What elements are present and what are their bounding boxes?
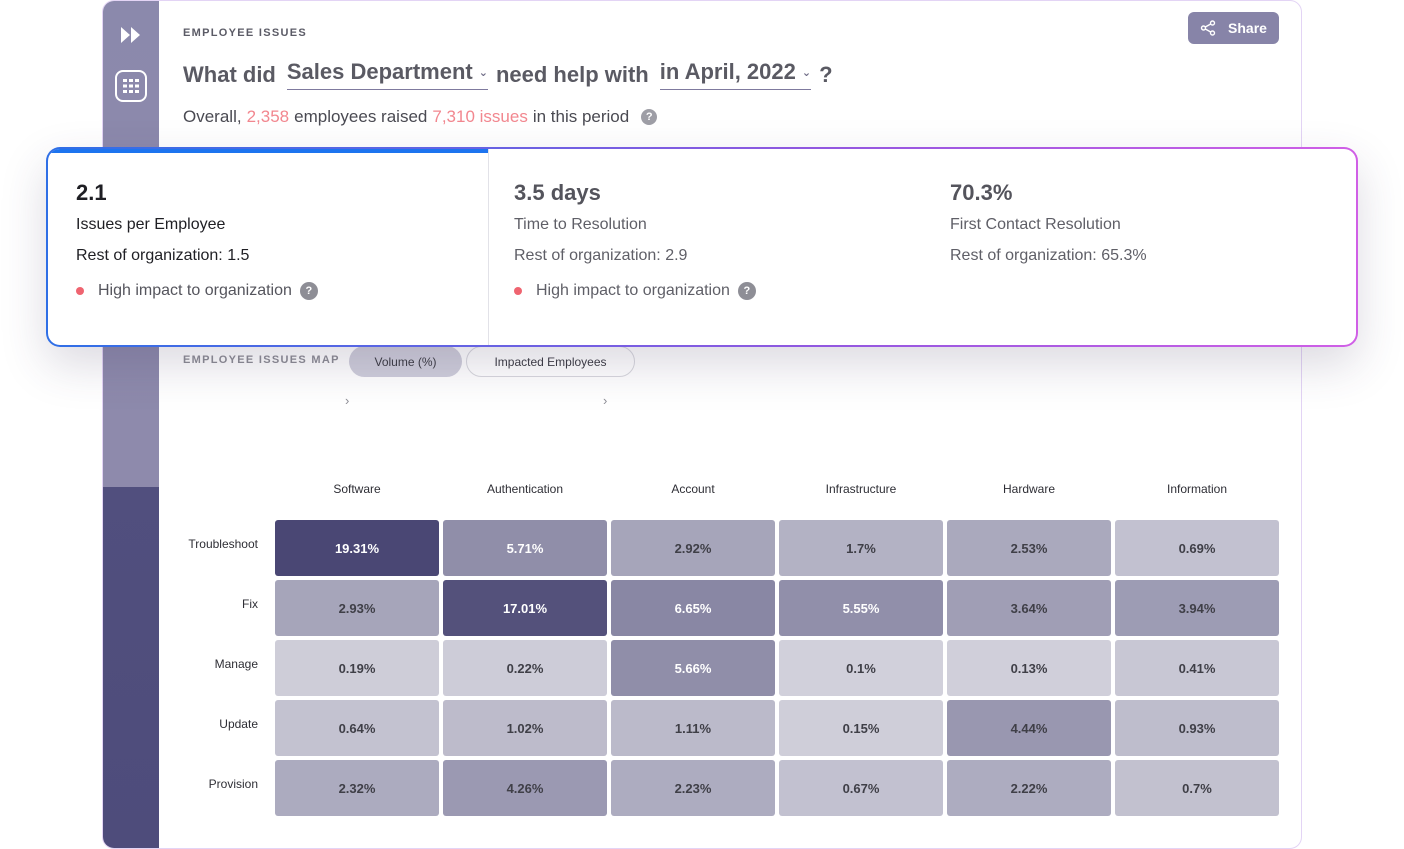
kpi-name: Time to Resolution — [514, 216, 647, 233]
heatmap-row-label: Fix — [242, 597, 258, 611]
kpi-rest-of-org: Rest of organization: 1.5 — [76, 247, 250, 264]
heatmap-cell[interactable]: 5.66% — [611, 640, 775, 696]
heatmap-cell[interactable]: 0.69% — [1115, 520, 1279, 576]
department-dropdown[interactable]: Sales Department ⌄ — [286, 59, 488, 90]
period-dropdown[interactable]: in April, 2022 ⌄ — [659, 59, 812, 90]
kpi-card: 2.1 Issues per Employee Rest of organiza… — [46, 147, 1358, 347]
heatmap-cell[interactable]: 4.44% — [947, 700, 1111, 756]
heatmap-cell[interactable]: 0.67% — [779, 760, 943, 816]
heatmap-cell[interactable]: 2.32% — [275, 760, 439, 816]
main-content: EMPLOYEE ISSUES What did Sales Departmen… — [159, 1, 1301, 848]
heatmap-cell[interactable]: 0.1% — [779, 640, 943, 696]
kpi-name: First Contact Resolution — [950, 216, 1121, 233]
heatmap-row-label: Troubleshoot — [188, 537, 258, 551]
kpi-impact: High impact to organization ? — [76, 282, 318, 300]
kpi-rest-of-org: Rest of organization: 2.9 — [514, 247, 688, 264]
issues-count: 7,310 issues — [432, 107, 528, 126]
heatmap-cell[interactable]: 0.41% — [1115, 640, 1279, 696]
divider — [488, 149, 489, 345]
kpi-value: 3.5 days — [514, 180, 601, 205]
question-middle: need help with — [495, 61, 649, 87]
sidebar — [103, 1, 159, 848]
heatmap-row-label: Provision — [208, 777, 258, 791]
overall-suffix: in this period — [532, 107, 630, 126]
impact-label: High impact to organization — [98, 282, 292, 299]
help-icon[interactable]: ? — [737, 282, 756, 300]
period-value: in April, 2022 — [659, 59, 796, 84]
heatmap-cell[interactable]: 2.23% — [611, 760, 775, 816]
kpi-rest-of-org: Rest of organization: 65.3% — [950, 247, 1147, 264]
overall-summary: Overall, 2,358 employees raised 7,310 is… — [183, 107, 658, 127]
chevron-down-icon: ⌄ — [478, 66, 488, 79]
chevron-right-icon[interactable]: › — [603, 393, 608, 408]
employees-count: 2,358 — [246, 107, 290, 126]
overall-prefix: Overall, — [183, 107, 242, 126]
heatmap-column-label: Software — [333, 482, 381, 496]
heatmap-cell[interactable]: 2.92% — [611, 520, 775, 576]
heatmap-cell[interactable]: 4.26% — [443, 760, 607, 816]
heatmap-cell[interactable]: 0.13% — [947, 640, 1111, 696]
heatmap-cell[interactable]: 6.65% — [611, 580, 775, 636]
heatmap-cell[interactable]: 0.93% — [1115, 700, 1279, 756]
help-icon[interactable]: ? — [641, 109, 658, 125]
heatmap-column-label: Information — [1166, 482, 1228, 496]
heatmap-cell[interactable]: 0.7% — [1115, 760, 1279, 816]
heatmap-cell[interactable]: 1.02% — [443, 700, 607, 756]
chevron-right-icon[interactable]: › — [345, 393, 350, 408]
question-prefix: What did — [183, 61, 276, 87]
heatmap-row-label: Manage — [214, 657, 258, 671]
heatmap-cell[interactable]: 2.53% — [947, 520, 1111, 576]
map-label: EMPLOYEE ISSUES MAP — [183, 354, 340, 366]
heatmap-cell[interactable]: 5.55% — [779, 580, 943, 636]
fast-forward-icon[interactable] — [115, 19, 147, 51]
heatmap-cell[interactable]: 3.94% — [1115, 580, 1279, 636]
heatmap-row-label: Update — [219, 717, 258, 731]
impact-dot-icon — [76, 287, 84, 295]
kpi-value: 2.1 — [76, 180, 107, 205]
heatmap-column-label: Authentication — [486, 482, 564, 496]
impact-dot-icon — [514, 287, 522, 295]
chevron-down-icon: ⌄ — [801, 66, 812, 79]
app-window: EMPLOYEE ISSUES What did Sales Departmen… — [102, 0, 1302, 849]
section-label: EMPLOYEE ISSUES — [183, 27, 308, 39]
heatmap-cell[interactable]: 1.11% — [611, 700, 775, 756]
active-indicator — [48, 149, 488, 153]
toggle-impacted-employees[interactable]: Impacted Employees — [466, 346, 635, 377]
toggle-volume[interactable]: Volume (%) — [349, 346, 462, 377]
kpi-impact: High impact to organization ? — [514, 282, 756, 300]
heatmap-column-label: Infrastructure — [825, 482, 897, 496]
heatmap-cell[interactable]: 5.71% — [443, 520, 607, 576]
impact-label: High impact to organization — [536, 282, 730, 299]
heatmap-cell[interactable]: 2.22% — [947, 760, 1111, 816]
heatmap-cell[interactable]: 2.93% — [275, 580, 439, 636]
heatmap-cell[interactable]: 0.64% — [275, 700, 439, 756]
help-icon[interactable]: ? — [299, 282, 318, 300]
kpi-name: Issues per Employee — [76, 216, 226, 233]
heatmap-cell[interactable]: 1.7% — [779, 520, 943, 576]
page-title: What did Sales Department ⌄ need help wi… — [183, 59, 833, 90]
heatmap-column-label: Account — [671, 482, 715, 496]
share-icon — [1200, 20, 1216, 36]
share-button[interactable]: Share — [1188, 12, 1279, 44]
department-value: Sales Department — [286, 59, 473, 84]
question-suffix: ? — [819, 61, 833, 87]
heatmap-cell[interactable]: 0.22% — [443, 640, 607, 696]
heatmap-cell[interactable]: 19.31% — [275, 520, 439, 576]
share-label: Share — [1228, 20, 1267, 36]
heatmap-cell[interactable]: 17.01% — [443, 580, 607, 636]
overall-middle: employees raised — [294, 107, 428, 126]
heatmap-cell[interactable]: 0.15% — [779, 700, 943, 756]
grid-icon[interactable] — [115, 70, 147, 102]
heatmap-cell[interactable]: 3.64% — [947, 580, 1111, 636]
kpi-value: 70.3% — [950, 180, 1013, 205]
heatmap-column-label: Hardware — [1002, 482, 1056, 496]
heatmap-cell[interactable]: 0.19% — [275, 640, 439, 696]
